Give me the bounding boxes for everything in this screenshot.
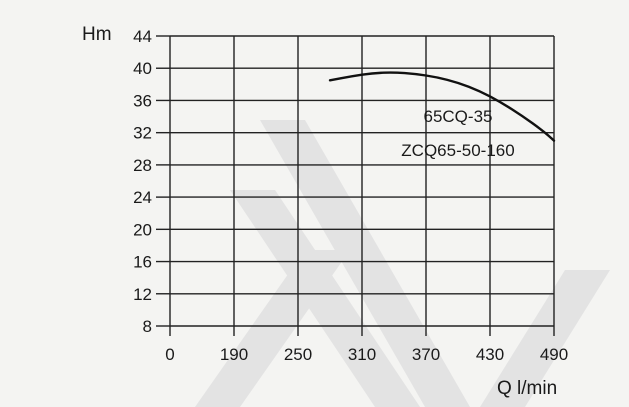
y-tick-label: 36	[133, 91, 152, 110]
x-tick-label: 490	[540, 345, 568, 364]
y-tick-label: 40	[133, 59, 152, 78]
y-tick-label: 8	[143, 317, 152, 336]
watermark-stroke	[230, 190, 420, 407]
y-tick-label: 12	[133, 285, 152, 304]
x-tick-label: 0	[165, 345, 174, 364]
x-tick-label: 430	[476, 345, 504, 364]
y-tick-label: 20	[133, 220, 152, 239]
x-tick-label: 190	[220, 345, 248, 364]
y-tick-label: 16	[133, 253, 152, 272]
series-label: ZCQ65-50-160	[401, 141, 514, 160]
x-tick-label: 250	[284, 345, 312, 364]
y-tick-label: 32	[133, 124, 152, 143]
x-tick-label: 310	[348, 345, 376, 364]
y-tick-label: 28	[133, 156, 152, 175]
watermark-logo	[195, 120, 610, 407]
watermark-stroke	[260, 120, 470, 407]
x-axis-label: Q l/min	[497, 378, 557, 399]
series-layer: 65CQ-35 ZCQ65-50-160	[328, 71, 556, 160]
watermark-stroke	[480, 270, 610, 407]
tick-labels: 8 12 16 20 24 28 32 36 40 44 0 190 250 310 370 430 490	[133, 27, 568, 364]
y-axis-label: Hm	[82, 24, 112, 45]
tick-marks	[156, 35, 555, 336]
y-tick-label: 44	[133, 27, 152, 46]
x-tick-label: 370	[412, 345, 440, 364]
series-label: 65CQ-35	[424, 107, 493, 126]
y-tick-label: 24	[133, 188, 152, 207]
grid	[169, 35, 555, 327]
series-curve	[328, 71, 556, 142]
